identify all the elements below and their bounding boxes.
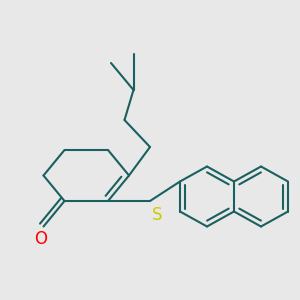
Text: O: O (34, 230, 47, 247)
Text: S: S (152, 206, 162, 224)
